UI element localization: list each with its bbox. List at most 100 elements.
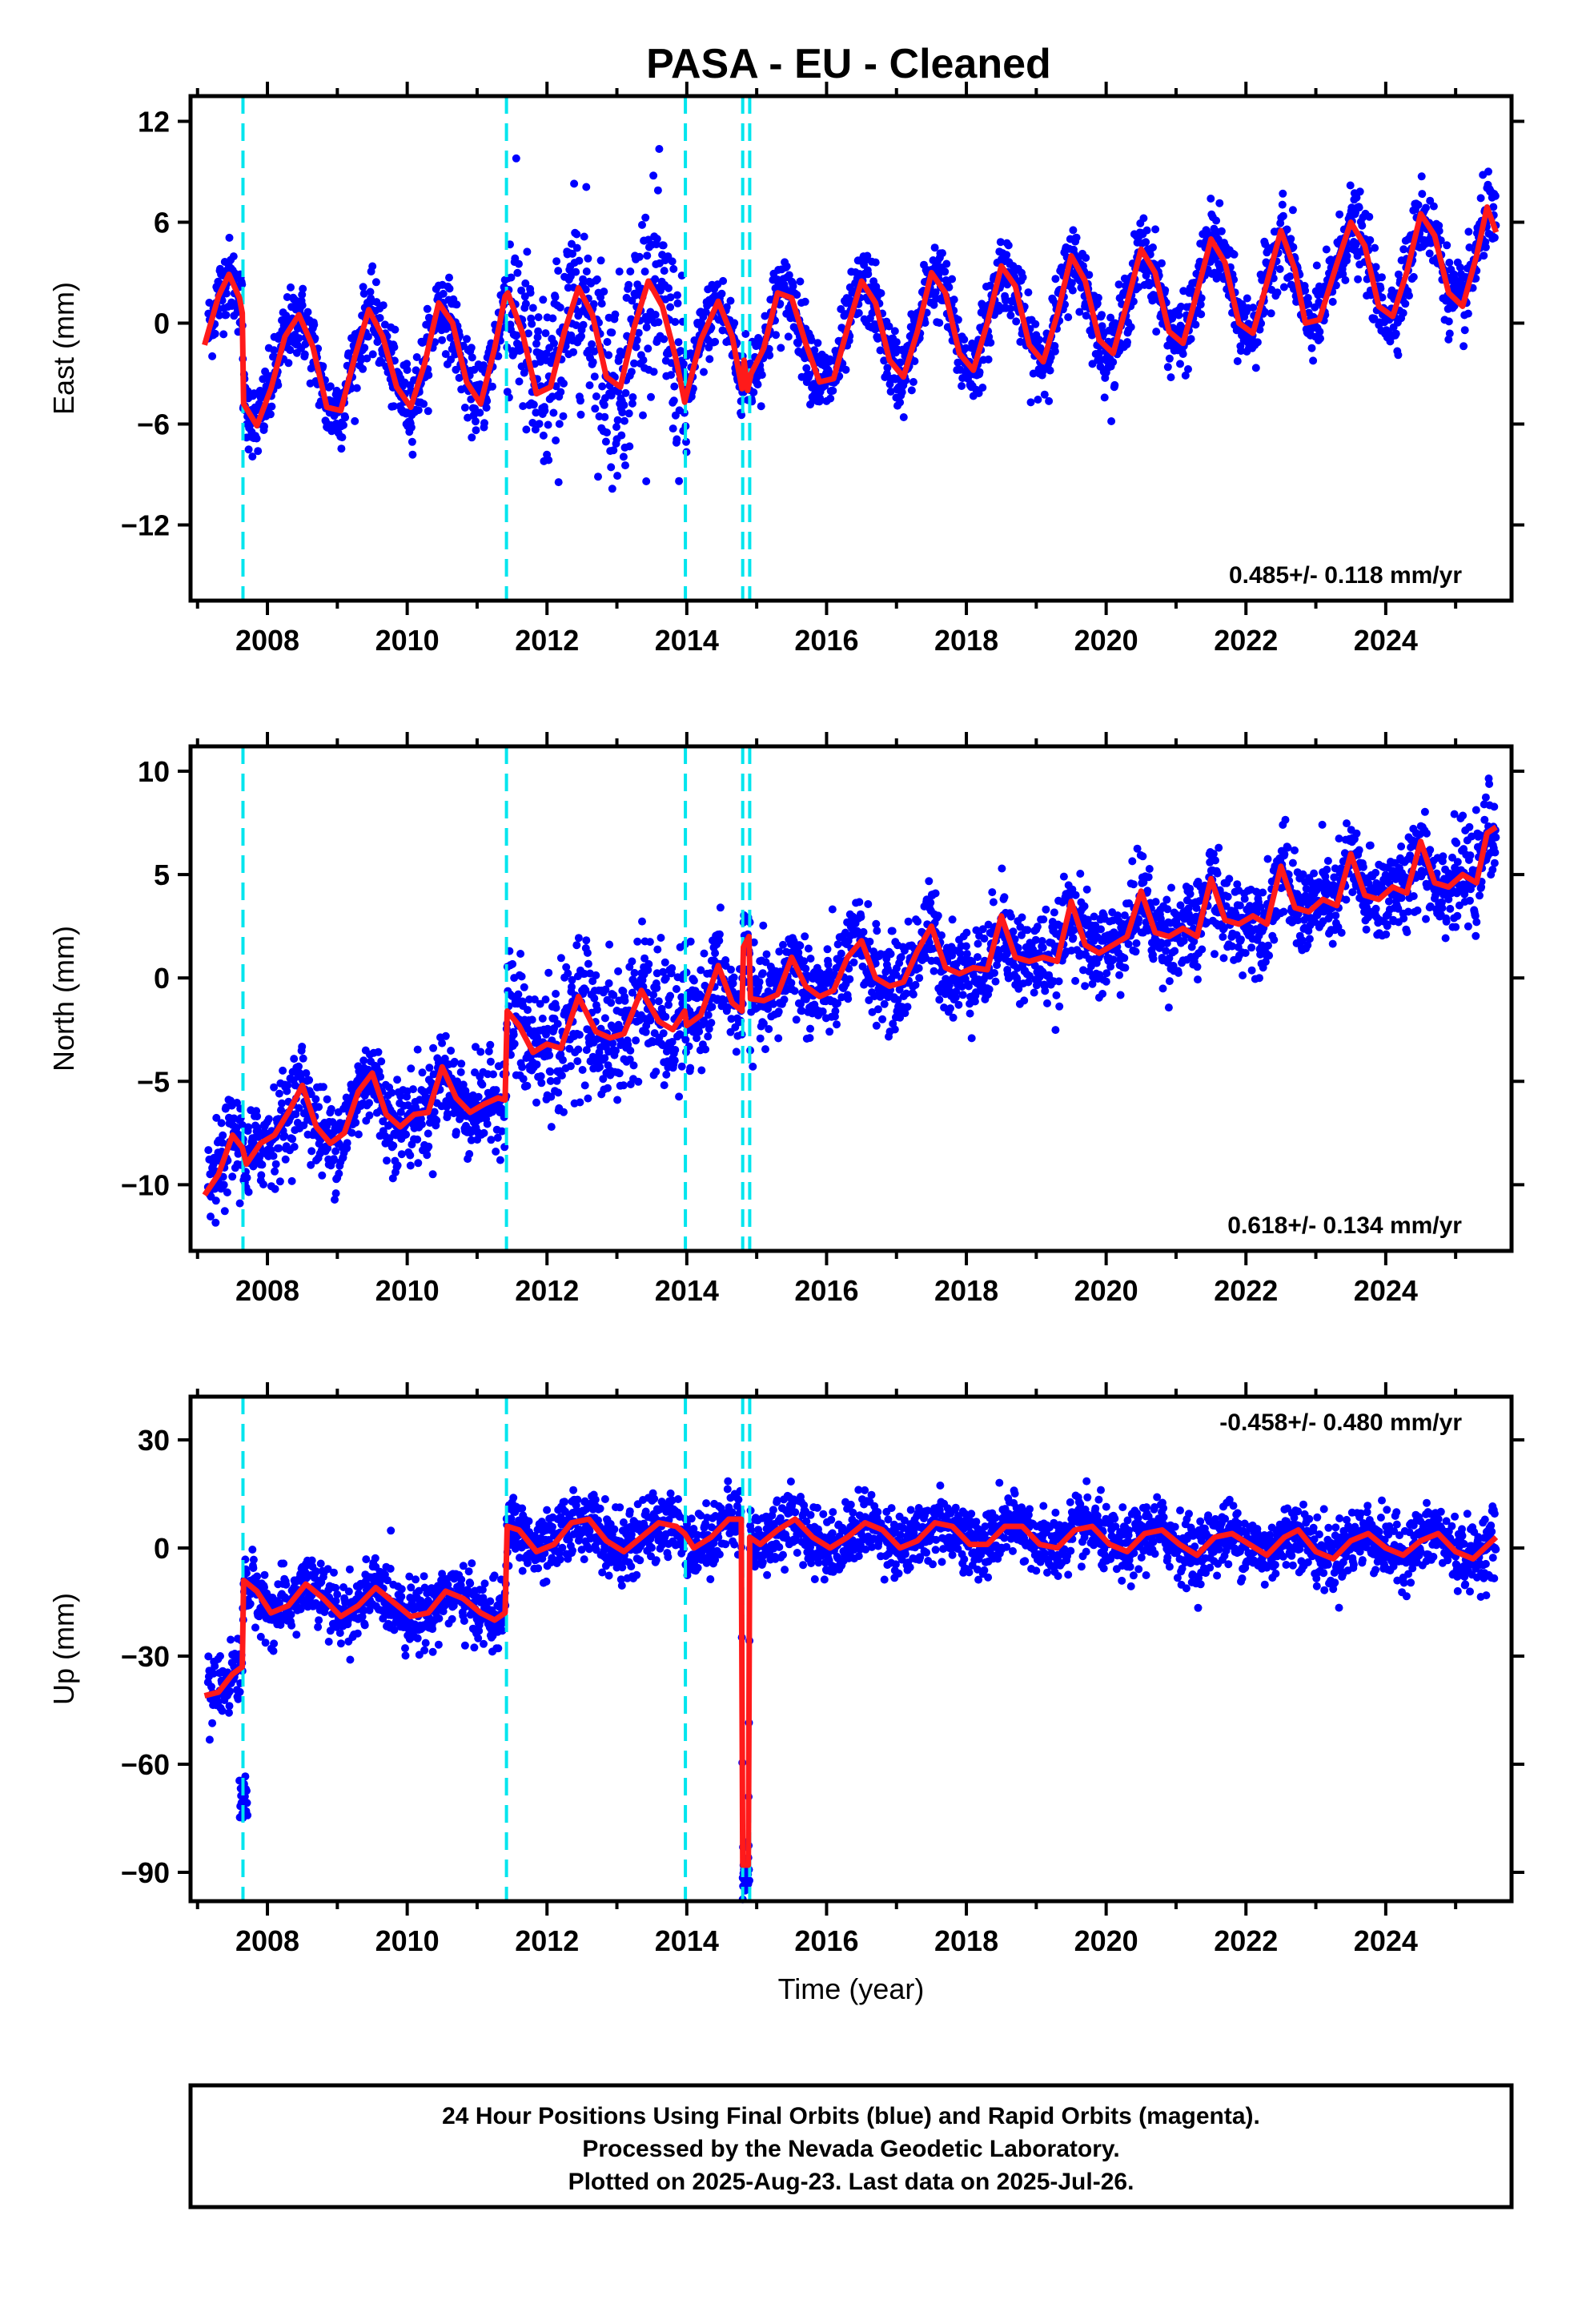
east-point: [1072, 233, 1081, 242]
east-point: [679, 360, 688, 368]
east-point: [403, 360, 412, 368]
north-point: [872, 919, 881, 928]
east-point: [1094, 293, 1102, 302]
east-point: [531, 425, 540, 434]
east-point: [575, 256, 584, 265]
east-point: [528, 320, 536, 328]
east-point: [298, 291, 307, 299]
east-point: [624, 280, 633, 289]
east-point: [1024, 288, 1033, 297]
east-point: [942, 259, 951, 268]
east-point: [517, 286, 526, 295]
east-point: [472, 417, 480, 426]
north-point: [645, 938, 654, 947]
north-point: [456, 1068, 465, 1076]
north-point: [903, 1003, 912, 1011]
east-point: [445, 284, 454, 293]
north-point: [393, 1076, 402, 1084]
north-point: [729, 973, 738, 982]
north-point: [659, 1029, 668, 1038]
north-point: [538, 1014, 547, 1023]
east-point: [1006, 311, 1015, 320]
north-point: [633, 937, 642, 946]
east-point: [975, 368, 984, 376]
east-point: [1343, 251, 1351, 260]
east-point: [222, 311, 231, 320]
east-point: [1414, 200, 1423, 209]
east-point: [1464, 227, 1473, 236]
north-point: [279, 1066, 287, 1075]
east-point: [238, 280, 247, 289]
east-point: [1035, 336, 1043, 344]
east-point: [513, 268, 522, 277]
east-point: [359, 289, 368, 298]
north-point: [389, 1141, 398, 1150]
east-point: [829, 386, 837, 395]
east-point: [468, 353, 476, 362]
north-point: [374, 1047, 383, 1056]
north-point: [780, 995, 789, 1004]
east-point: [375, 314, 384, 322]
east-point: [765, 351, 774, 360]
east-point: [613, 416, 622, 424]
east-point: [1031, 320, 1040, 328]
north-point: [935, 995, 944, 1004]
east-point: [1166, 373, 1175, 382]
east-point: [582, 267, 591, 275]
east-point: [1184, 365, 1192, 373]
east-point: [534, 327, 543, 336]
north-point: [219, 1180, 228, 1189]
east-point: [439, 289, 448, 298]
north-point: [269, 1152, 278, 1160]
east-point: [669, 396, 678, 405]
north-point: [407, 1064, 416, 1073]
north-point: [849, 958, 858, 967]
north-point: [962, 942, 970, 951]
north-point: [486, 1057, 495, 1066]
north-point: [271, 1167, 279, 1176]
east-point: [669, 424, 677, 433]
north-point: [823, 945, 832, 954]
east-point: [801, 297, 809, 306]
north-point: [402, 1130, 411, 1139]
east-point: [600, 287, 608, 296]
east-point: [772, 331, 781, 340]
east-point: [777, 344, 785, 352]
east-point: [609, 446, 618, 455]
east-point: [338, 433, 347, 442]
east-point: [717, 289, 726, 298]
east-point: [659, 241, 668, 250]
north-point: [974, 939, 982, 948]
east-point: [641, 213, 650, 222]
north-point: [288, 1135, 297, 1144]
east-point: [1149, 243, 1157, 251]
east-point: [1275, 265, 1284, 273]
east-ylabel: East (mm): [47, 282, 80, 415]
east-point: [244, 445, 253, 454]
north-point: [583, 948, 592, 957]
north-point: [397, 1150, 406, 1159]
east-point: [515, 259, 523, 268]
east-point: [1251, 364, 1260, 372]
north-point: [686, 1063, 695, 1072]
east-point: [1142, 238, 1150, 247]
east-point: [892, 338, 901, 347]
east-point: [1341, 275, 1350, 284]
east-point: [570, 179, 579, 188]
north-point: [697, 1066, 706, 1075]
east-point: [608, 485, 616, 493]
east-point: [507, 273, 516, 282]
east-point: [978, 384, 987, 392]
east-point: [544, 420, 552, 429]
east-point: [603, 428, 611, 437]
north-point: [806, 955, 815, 963]
north-point: [872, 1021, 881, 1030]
east-point: [511, 254, 520, 263]
east-xtick-label: 2018: [934, 624, 998, 657]
north-point: [948, 915, 957, 924]
east-point: [1109, 358, 1118, 367]
north-point: [732, 1047, 741, 1056]
east-point: [1358, 221, 1367, 230]
east-point: [515, 377, 524, 386]
east-point: [1004, 241, 1013, 250]
